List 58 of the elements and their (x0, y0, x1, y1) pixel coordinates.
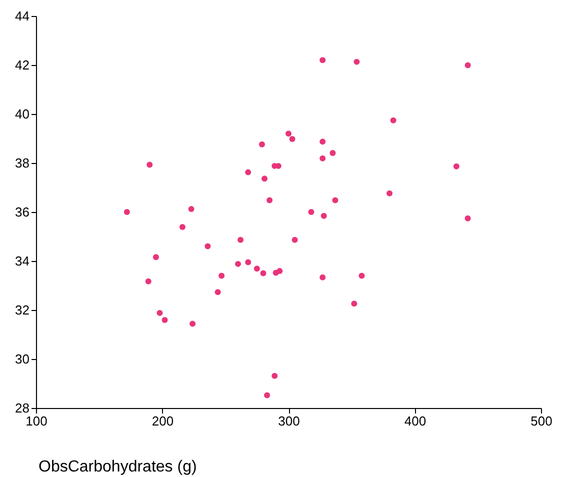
point (464, 215, 471, 222)
point (204, 243, 211, 250)
point (464, 62, 471, 68)
point (179, 224, 186, 230)
point (162, 317, 168, 324)
point (156, 310, 163, 316)
point (235, 260, 241, 267)
point (124, 209, 130, 215)
x-tick-label: 100 (26, 414, 48, 428)
point (214, 289, 221, 296)
y-tick-label: 44 (15, 8, 30, 24)
point (332, 197, 338, 204)
y-tick-label: 28 (15, 400, 30, 416)
point (453, 163, 460, 170)
point (262, 176, 268, 182)
x-tick-label: 500 (530, 414, 552, 428)
point (308, 209, 314, 215)
point (218, 272, 225, 279)
point (289, 136, 296, 142)
point (320, 274, 326, 280)
point (190, 320, 196, 327)
point (320, 212, 327, 219)
point (320, 57, 326, 64)
point (152, 254, 159, 260)
point (145, 278, 152, 284)
x-tick-label: 300 (278, 414, 300, 428)
point (390, 117, 396, 124)
y-tick-label: 34 (15, 254, 30, 268)
point (386, 190, 392, 196)
point (238, 236, 244, 243)
point (254, 266, 260, 272)
point (266, 197, 273, 204)
point (260, 270, 266, 276)
point (245, 169, 252, 176)
point (245, 259, 252, 266)
point (330, 150, 336, 156)
point (358, 272, 365, 279)
point (351, 300, 358, 307)
point (286, 130, 292, 137)
point (354, 58, 360, 65)
point (188, 206, 194, 212)
y-tick-label: 32 (15, 302, 30, 318)
x-axis-title: ObsCarbohydrates (g) (38, 458, 197, 476)
y-tick-label: 36 (15, 204, 30, 220)
y-tick-label: 30 (15, 352, 30, 366)
point (292, 236, 298, 243)
y-tick-label: 38 (15, 156, 30, 170)
point (272, 372, 278, 379)
y-tick-label: 40 (15, 106, 30, 122)
x-tick-label: 400 (404, 414, 426, 428)
point (264, 392, 270, 398)
point (320, 155, 326, 162)
point (320, 138, 326, 145)
point (146, 162, 153, 168)
point (258, 141, 265, 148)
point (276, 268, 283, 274)
y-tick-label: 42 (15, 58, 30, 72)
x-tick-label: 200 (152, 414, 174, 428)
